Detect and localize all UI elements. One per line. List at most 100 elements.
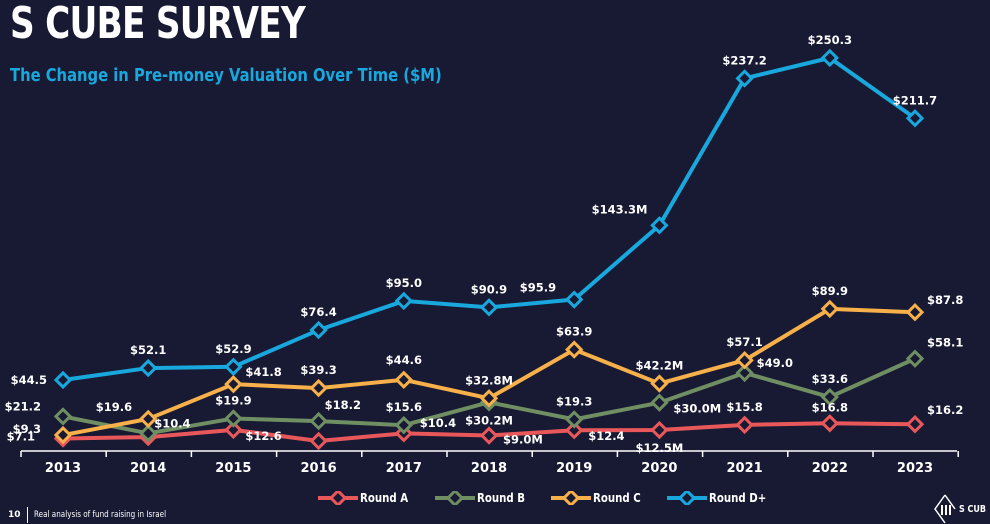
logo: S CUB [934,494,990,524]
data-point[interactable] [565,340,584,359]
data-point[interactable] [309,411,328,431]
data-point[interactable] [650,393,669,412]
data-point[interactable] [139,409,158,429]
legend-label: Round A [360,491,409,505]
data-label: $15.8 [726,400,762,414]
x-tick-label: 2014 [130,461,166,476]
data-label: $16.8 [812,400,848,414]
data-label: $10.4 [154,416,190,430]
data-point[interactable] [53,407,73,426]
data-point[interactable] [224,409,243,428]
data-label: $44.6 [386,353,422,367]
data-point[interactable] [905,303,925,322]
data-point[interactable] [139,424,158,443]
series-line [62,55,917,382]
series-round-c [53,299,925,445]
data-point[interactable] [650,420,669,440]
data-label: $32.8M [465,373,513,387]
data-point[interactable] [53,425,73,445]
data-point[interactable] [309,378,328,398]
data-point[interactable] [905,415,925,434]
legend-marker-round-b-icon [434,491,475,505]
data-label: $95.9 [520,281,556,295]
data-label: $12.6 [245,429,281,443]
data-point[interactable] [309,431,328,451]
data-label: $58.1 [927,336,963,350]
data-point[interactable] [905,349,925,368]
legend-item-round-c[interactable]: Round C [551,491,649,505]
data-label: $21.2 [5,399,41,413]
legend-item-round-a[interactable]: Round A [318,491,417,505]
x-tick-label: 2021 [727,461,763,476]
data-point[interactable] [820,387,839,407]
data-label: $89.9 [812,284,848,298]
data-point[interactable] [309,320,328,340]
data-label: $39.3 [300,363,336,377]
data-label: $76.4 [300,305,336,319]
series-layer [53,48,925,451]
data-point[interactable] [820,48,839,68]
data-point[interactable] [650,374,669,393]
page-number: 10 [8,510,21,520]
data-point[interactable] [735,415,754,435]
data-label: $42.2M [635,359,683,373]
legend-marker-round-a-icon [318,491,358,505]
data-point[interactable] [139,358,158,378]
data-label: $44.5 [11,373,47,387]
data-point[interactable] [650,216,669,235]
data-label: $52.1 [130,343,166,357]
data-label: $9.0M [503,433,543,447]
data-label: $16.2 [927,403,963,417]
x-tick-label: 2015 [215,461,251,476]
data-point[interactable] [820,414,839,433]
data-point[interactable] [565,421,584,440]
x-tick-label: 2019 [556,461,592,476]
legend-label: Round D+ [709,491,767,505]
legend-item-round-b[interactable]: Round B [434,491,533,505]
footer-text: Real analysis of fund raising in Israel [33,510,166,520]
series-round-a [53,414,925,451]
legend-item-round-d[interactable]: Round D+ [667,491,776,505]
data-label: $19.6 [96,400,132,414]
data-label: $30.0M [673,402,721,416]
data-label: $9.3 [13,422,41,436]
data-point[interactable] [735,351,754,370]
data-point[interactable] [735,363,754,383]
data-label: $41.8 [245,365,281,379]
x-tick-label: 2020 [641,461,677,476]
data-point[interactable] [479,389,499,408]
data-label: $18.2 [325,398,361,412]
data-point[interactable] [905,109,925,128]
footer-divider [26,507,28,523]
data-label: $30.2M [465,413,513,427]
x-tick-label: 2016 [301,461,337,476]
data-point[interactable] [820,299,839,319]
data-point[interactable] [565,290,584,309]
data-label: $12.5M [635,441,683,455]
legend: Round A Round B Round C Round D+ [318,491,777,505]
data-point[interactable] [224,374,243,394]
data-point[interactable] [479,298,499,317]
data-label: $143.3M [592,202,648,216]
data-point[interactable] [394,370,413,389]
data-label: $57.1 [726,335,762,349]
s-cube-logo-icon [934,494,956,524]
data-point[interactable] [479,426,499,445]
data-point[interactable] [394,291,413,311]
data-point[interactable] [53,370,73,390]
data-label: $87.8 [927,293,963,307]
data-label: $10.4 [420,416,456,430]
data-point[interactable] [224,357,243,377]
data-point[interactable] [565,410,584,429]
legend-label: Round B [476,491,525,505]
data-point[interactable] [735,69,754,88]
logo-text: S CUB [959,503,987,515]
data-point[interactable] [394,415,413,435]
x-tick-label: 2017 [386,461,422,476]
data-labels: $7.1 $12.6 $9.0M $12.4 $12.5M $15.8 $16.8 $16.2… [5,33,964,455]
legend-label: Round C [593,491,641,505]
data-label: $12.4 [588,429,624,443]
data-point[interactable] [224,420,243,440]
data-label: $19.9 [215,393,251,407]
